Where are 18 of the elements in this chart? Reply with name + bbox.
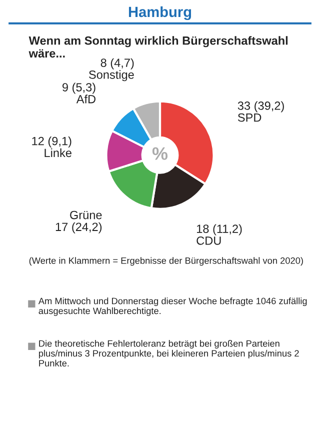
data-label: 8 (4,7) bbox=[100, 58, 134, 70]
slice-label: SPD bbox=[238, 113, 262, 122]
slice-label: Sonstige bbox=[89, 70, 134, 82]
slice-label: Grüne bbox=[70, 210, 102, 220]
slice-label: Linke bbox=[44, 148, 72, 158]
slice-label: AfD bbox=[76, 94, 96, 104]
text: (Werte in Klammern = Ergebnisse der Bürgerschaftswahl von 2020) bbox=[29, 257, 303, 266]
text: Die theoretische Fehlertoleranz beträgt bei großen Parteien plus/minus 3 Prozentpunkte, bei kleineren Parteien plus/minus 2 Punkte. bbox=[38, 340, 299, 366]
data-label: 18 (11,2) bbox=[196, 224, 242, 236]
text: Am Mittwoch und Donnerstag dieser Woche befragte 1046 zufällig ausgesuchte Wahlberechtigte. bbox=[38, 298, 307, 316]
chart-title: Hamburg bbox=[128, 6, 192, 20]
data-label: 12 (9,1) bbox=[32, 136, 72, 148]
slice-label: CDU bbox=[196, 236, 221, 245]
data-label: 17 (24,2) bbox=[56, 222, 102, 234]
data-label: 33 (39,2) bbox=[238, 101, 284, 112]
data-label: 9 (5,3) bbox=[62, 82, 96, 94]
text: % bbox=[152, 147, 168, 160]
chart-subtitle: Wenn am Sonntag wirklich Bürgerschaftswahl wäre... bbox=[28, 36, 288, 58]
